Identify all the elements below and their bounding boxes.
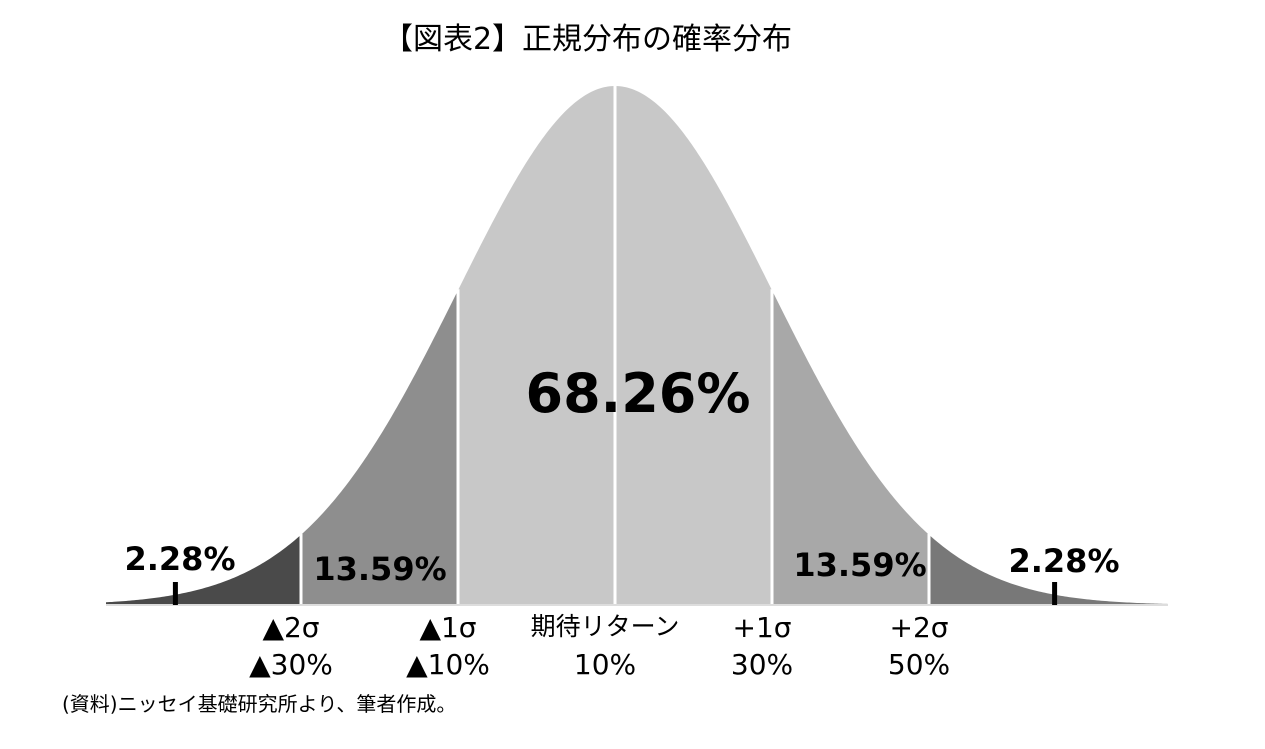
x-tick-label: ▲2σ — [262, 611, 320, 644]
region-left_band — [301, 290, 458, 605]
x-tick-value: 10% — [573, 648, 637, 681]
percent-label-left_band: 13.59% — [313, 550, 446, 588]
tail-marker — [1052, 582, 1058, 605]
x-tick-value: ▲10% — [406, 648, 490, 681]
x-tick-value: 50% — [887, 648, 951, 681]
percent-label-center: 68.26% — [526, 362, 751, 425]
percent-label-right_tail: 2.28% — [1008, 542, 1119, 580]
percent-label-left_tail: 2.28% — [124, 540, 235, 578]
tail-marker — [172, 582, 178, 605]
percent-label-right_band: 13.59% — [793, 546, 926, 584]
source-note: (資料)ニッセイ基礎研究所より、筆者作成。 — [62, 692, 457, 716]
x-tick-label: ▲1σ — [419, 611, 477, 644]
region-right_band — [772, 290, 929, 605]
x-tick-label: +2σ — [889, 611, 949, 644]
x-tick-label: +1σ — [732, 611, 792, 644]
chart-title: 【図表2】正規分布の確率分布 — [382, 22, 793, 57]
x-tick-label: 期待リターン — [530, 612, 680, 641]
region-right_tail — [929, 534, 1168, 605]
x-tick-value: ▲30% — [249, 648, 333, 681]
x-tick-value: 30% — [730, 648, 794, 681]
region-left_tail — [106, 534, 301, 605]
